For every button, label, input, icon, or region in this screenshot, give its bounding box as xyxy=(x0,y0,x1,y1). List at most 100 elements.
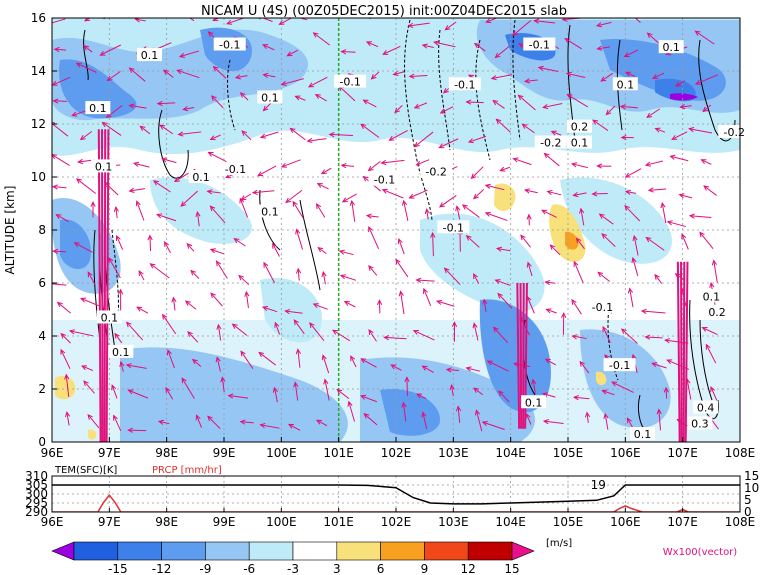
wind-vector xyxy=(487,360,509,372)
wind-vector-head xyxy=(173,176,180,183)
wind-vector-head xyxy=(465,235,472,241)
wind-vector xyxy=(120,361,124,372)
contour-label: 0.1 xyxy=(101,311,119,324)
wind-vector xyxy=(525,413,532,425)
wind-vector-head xyxy=(605,109,612,116)
colorbar-unit: [m/s] xyxy=(546,538,572,549)
wind-vector-head xyxy=(166,349,172,356)
wind-vector xyxy=(317,247,327,255)
wind-vector xyxy=(140,125,151,135)
wind-vector-head xyxy=(415,160,422,166)
contour-label: 0.3 xyxy=(691,417,709,430)
wind-vector-head xyxy=(128,103,135,109)
wind-vector xyxy=(655,128,666,133)
shade-pos3-c xyxy=(55,375,76,400)
wind-vector xyxy=(53,100,67,102)
wind-vector-head xyxy=(280,80,287,86)
wind-vector-head xyxy=(209,135,216,141)
wind-vector xyxy=(313,32,331,46)
wind-vector xyxy=(53,186,67,189)
wind-vector-head xyxy=(83,44,90,51)
contour-label: 0.1 xyxy=(662,41,680,54)
wind-vector xyxy=(263,74,276,78)
wind-vector xyxy=(313,303,328,310)
wind-vector-head xyxy=(184,300,191,306)
x-tick-label: 101E xyxy=(323,446,354,460)
wind-vector-head xyxy=(703,185,710,191)
wind-vector-head xyxy=(656,408,662,415)
contour-label: -0.2 xyxy=(540,137,561,150)
wind-vector xyxy=(183,106,195,110)
wind-vector xyxy=(512,19,532,36)
wind-vector xyxy=(573,261,584,283)
sub-x-tick-label: 98E xyxy=(155,515,178,529)
vector-label: Wx100(vector) xyxy=(663,547,738,558)
wind-vector-head xyxy=(561,18,568,22)
wind-vector-head xyxy=(688,213,695,219)
wind-vector xyxy=(620,105,639,109)
wind-vector xyxy=(525,79,538,82)
wind-vector-head xyxy=(651,362,658,368)
wind-vector-head xyxy=(654,273,660,280)
wind-vector-head xyxy=(465,366,472,372)
wind-vector xyxy=(84,18,91,22)
wind-vector-head xyxy=(550,130,557,136)
wind-vector xyxy=(395,259,409,278)
wind-vector-head xyxy=(135,200,141,207)
wind-vector-head xyxy=(591,191,598,197)
wind-vector xyxy=(342,193,357,203)
contour-label-bg xyxy=(420,164,453,178)
contour-line xyxy=(259,189,281,251)
wind-vector-head xyxy=(541,209,548,215)
wind-vector xyxy=(260,424,280,429)
wind-jet xyxy=(680,261,683,442)
wind-vector xyxy=(167,350,175,369)
contour-label: 0.1 xyxy=(703,290,721,303)
wind-vector xyxy=(611,381,634,393)
wind-vector xyxy=(648,188,667,191)
wind-vector xyxy=(104,182,119,196)
wind-vector-head xyxy=(113,414,118,421)
wind-vector-head xyxy=(382,50,389,55)
wind-vector-head xyxy=(392,70,399,77)
wind-vector-head xyxy=(307,82,314,88)
wind-vector xyxy=(498,390,510,403)
wind-vector-head xyxy=(584,411,591,418)
shade-neg9-a xyxy=(59,59,137,119)
wind-vector xyxy=(52,18,66,24)
wind-vector xyxy=(546,308,557,314)
wind-vector xyxy=(394,104,403,113)
wind-vector-head xyxy=(430,231,436,238)
wind-vector xyxy=(81,365,94,372)
wind-vector-head xyxy=(671,135,678,140)
wind-vector-head xyxy=(444,25,451,31)
wind-vector-head xyxy=(484,183,491,189)
wind-vector-head xyxy=(512,30,518,37)
wind-vector-head xyxy=(494,279,501,285)
wind-vector xyxy=(172,297,176,311)
wind-vector xyxy=(473,189,485,199)
wind-vector-head xyxy=(215,356,221,363)
wind-vector-head xyxy=(412,329,419,335)
y-tick-label: 16 xyxy=(31,11,46,25)
wind-vector-head xyxy=(349,199,355,206)
wind-vector-head xyxy=(259,423,266,429)
wind-vector xyxy=(308,76,328,88)
colorbar-label: -15 xyxy=(108,562,128,575)
sub-annotation: 19 xyxy=(591,478,606,492)
colorbar-arrow-right xyxy=(511,541,535,561)
wind-vector xyxy=(566,72,586,78)
shade-neg15 xyxy=(670,93,698,101)
x-tick-label: 107E xyxy=(667,446,698,460)
wind-vector xyxy=(579,361,590,374)
wind-vector-head xyxy=(289,127,296,134)
wind-vector-head xyxy=(526,213,532,220)
wind-vector-head xyxy=(601,233,607,239)
sub-y-right-tick-label: 0 xyxy=(744,505,752,519)
x-axis-ticks: 96E 97E 98E 99E 100E 101E 102E 103E 104E 105E 106E… xyxy=(41,437,755,460)
wind-vector-head xyxy=(611,381,618,387)
wind-vector-head xyxy=(181,377,187,384)
contour-label-bg xyxy=(704,305,730,319)
wind-vector-head xyxy=(451,321,458,327)
wind-vector xyxy=(400,291,405,315)
